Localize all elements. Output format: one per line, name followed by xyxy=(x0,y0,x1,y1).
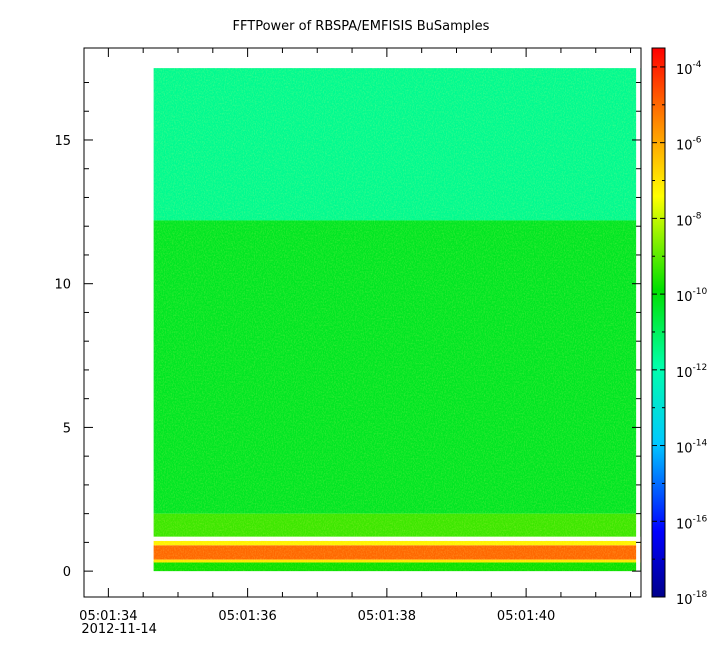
colorbar-tick-label: 10-16 xyxy=(676,514,708,532)
plot-area xyxy=(153,67,641,573)
colorbar-tick-label: 10-6 xyxy=(676,136,702,154)
data-gap xyxy=(636,67,641,573)
y-tick-label: 5 xyxy=(63,421,71,436)
colorbar-tick-label: 10-8 xyxy=(676,211,702,229)
x-tick-date: 2012-11-14 xyxy=(81,622,157,637)
y-tick-label: 10 xyxy=(54,278,71,293)
x-tick-label: 05:01:34 xyxy=(79,609,137,624)
colorbar xyxy=(651,47,666,598)
y-tick-label: 0 xyxy=(63,565,71,580)
colorbar-tick-label: 10-4 xyxy=(676,60,702,78)
x-tick-label: 05:01:40 xyxy=(497,609,555,624)
colorbar-tick-label: 10-12 xyxy=(676,363,707,381)
y-axis: 0 5 10 15 xyxy=(54,81,641,580)
y-tick-label: 15 xyxy=(54,134,71,149)
chart-title: FFTPower of RBSPA/EMFISIS BuSamples xyxy=(233,19,490,34)
colorbar-tick-label: 10-18 xyxy=(676,590,708,608)
colorbar-ticks: 10-4 10-6 10-8 10-10 10-12 10-14 10-16 10-18 xyxy=(652,60,708,608)
spectrogram-noise xyxy=(153,68,641,572)
colorbar-tick-label: 10-14 xyxy=(676,439,708,457)
plot-frame xyxy=(83,47,642,598)
x-tick-label: 05:01:36 xyxy=(218,609,276,624)
colorbar-tick-label: 10-10 xyxy=(676,287,708,305)
x-tick-label: 05:01:38 xyxy=(358,609,416,624)
